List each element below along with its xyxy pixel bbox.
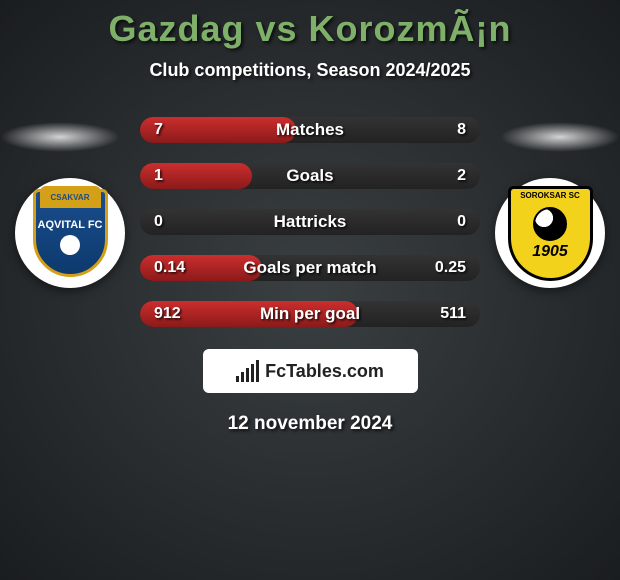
bar-icon-segment: [246, 368, 249, 382]
stat-label: Goals per match: [243, 258, 376, 278]
stat-row: 0.14 Goals per match 0.25: [140, 255, 480, 281]
stat-row: 1 Goals 2: [140, 163, 480, 189]
stats-list: 7 Matches 8 1 Goals 2 0 Hattricks 0 0.14 Goals per…: [140, 117, 480, 327]
date-label: 12 november 2024: [228, 413, 393, 435]
subtitle: Club competitions, Season 2024/2025: [149, 60, 470, 81]
stat-right-value: 2: [457, 167, 466, 185]
stat-right-value: 511: [440, 305, 466, 323]
bar-icon-segment: [241, 372, 244, 382]
right-crest-arc-text: SOROKSAR SC: [520, 191, 580, 200]
bar-icon-segment: [251, 364, 254, 382]
stat-left-value: 0.14: [154, 259, 185, 277]
stat-right-value: 0.25: [435, 259, 466, 277]
stat-row: 0 Hattricks 0: [140, 209, 480, 235]
stat-right-value: 0: [457, 213, 466, 231]
stat-label: Goals: [286, 166, 333, 186]
comparison-card: Gazdag vs KorozmÃ¡n Club competitions, S…: [0, 0, 620, 580]
stat-row: 7 Matches 8: [140, 117, 480, 143]
stat-left-value: 1: [154, 167, 163, 185]
bars-icon: [236, 360, 259, 382]
stat-row: 912 Min per goal 511: [140, 301, 480, 327]
page-title: Gazdag vs KorozmÃ¡n: [108, 8, 511, 50]
bar-icon-segment: [236, 376, 239, 382]
stat-left-value: 7: [154, 121, 163, 139]
left-team-logo: CSAKVAR AQVITAL FC: [15, 178, 125, 288]
left-crest-mid-text: AQVITAL FC: [38, 220, 103, 231]
stat-right-value: 8: [457, 121, 466, 139]
stat-label: Matches: [276, 120, 344, 140]
stat-label: Min per goal: [260, 304, 360, 324]
stat-left-value: 0: [154, 213, 163, 231]
left-crest-top-text: CSAKVAR: [40, 186, 101, 208]
fctables-badge: FcTables.com: [203, 349, 418, 393]
stat-label: Hattricks: [274, 212, 347, 232]
stat-left-value: 912: [154, 305, 181, 323]
soccer-ball-icon: [60, 235, 80, 255]
right-team-logo: SOROKSAR SC 1905: [495, 178, 605, 288]
right-halo: [500, 122, 620, 152]
left-halo: [0, 122, 120, 152]
soccer-ball-icon: [533, 207, 567, 241]
site-label: FcTables.com: [265, 361, 384, 382]
right-crest: SOROKSAR SC 1905: [508, 186, 593, 281]
right-crest-year: 1905: [532, 243, 568, 261]
stat-fill-left: [140, 117, 296, 143]
bar-icon-segment: [256, 360, 259, 382]
left-crest: CSAKVAR AQVITAL FC: [33, 189, 108, 277]
